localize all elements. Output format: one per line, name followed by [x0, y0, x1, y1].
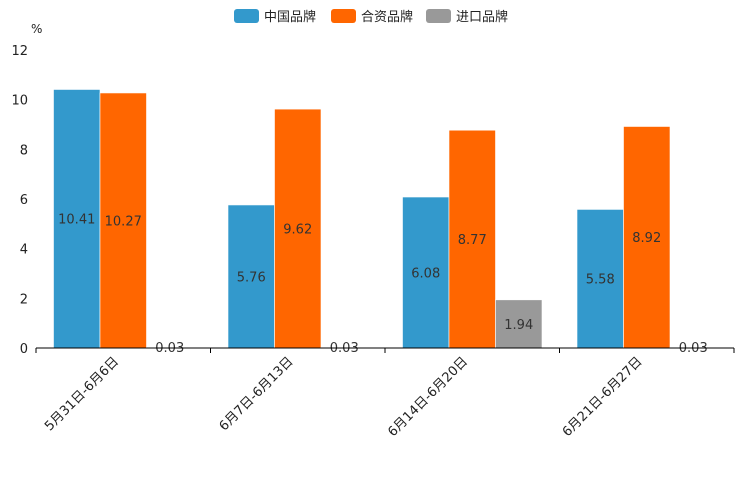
bar — [576, 209, 624, 349]
data-label: 5.76 — [237, 270, 266, 285]
bar — [274, 108, 322, 349]
legend-swatch — [426, 9, 451, 23]
legend-swatch — [331, 9, 356, 23]
y-tick-label: 10 — [11, 94, 28, 109]
data-label: 8.92 — [632, 231, 661, 246]
y-tick-label: 0 — [20, 342, 28, 357]
data-label: 1.94 — [504, 318, 533, 333]
y-axis-unit: % — [31, 22, 42, 36]
x-tick-label: 5月31日-6月6日 — [42, 354, 122, 434]
legend-swatch — [234, 9, 259, 23]
legend-label: 中国品牌 — [264, 9, 316, 25]
bar — [495, 299, 543, 349]
y-tick-label: 12 — [11, 44, 28, 59]
x-tick-label: 6月7日-6月13日 — [217, 354, 297, 434]
legend-item[interactable]: 合资品牌 — [331, 9, 413, 25]
legend-label: 合资品牌 — [361, 9, 413, 25]
data-label: 9.62 — [283, 223, 312, 238]
bar — [53, 89, 101, 349]
bar — [623, 126, 671, 349]
y-tick-label: 6 — [20, 193, 28, 208]
bar — [402, 196, 450, 349]
legend: 中国品牌 合资品牌 进口品牌 — [234, 9, 508, 25]
x-tick-label: 6月14日-6月20日 — [385, 354, 471, 440]
x-tick-label: 6月21日-6月27日 — [560, 354, 646, 440]
y-tick-label: 8 — [20, 143, 28, 158]
data-label: 10.27 — [105, 214, 142, 229]
y-tick-label: 2 — [20, 292, 28, 307]
bar — [99, 92, 147, 349]
y-tick-label: 4 — [20, 243, 28, 258]
legend-item[interactable]: 进口品牌 — [426, 9, 508, 25]
data-label: 6.08 — [411, 267, 440, 282]
y-axis: 0 2 4 6 8 10 12 — [11, 44, 28, 357]
data-label: 10.41 — [58, 213, 95, 228]
legend-label: 进口品牌 — [456, 9, 508, 25]
data-label: 8.77 — [458, 233, 487, 248]
x-axis: 5月31日-6月6日 6月7日-6月13日 6月14日-6月20日 6月21日-6月2… — [35, 347, 735, 440]
data-label: 5.58 — [586, 273, 615, 288]
bar — [227, 204, 275, 349]
legend-item[interactable]: 中国品牌 — [234, 9, 316, 25]
